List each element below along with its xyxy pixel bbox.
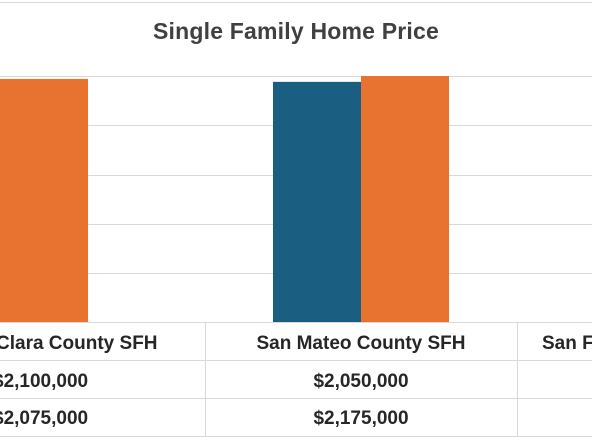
- table-header-cell: Clara County SFH: [0, 333, 158, 354]
- table-cell: $2,100,000: [0, 371, 88, 392]
- table-header-cell: San F: [542, 333, 592, 354]
- table-cell: $2,075,000: [0, 408, 88, 429]
- bar-series2-cat1: [0, 78, 88, 322]
- table-header-cell: San Mateo County SFH: [256, 333, 465, 354]
- bar-series1-cat2: [273, 81, 361, 322]
- chart-title: Single Family Home Price: [152, 18, 439, 44]
- bar-series2-cat2: [361, 76, 449, 322]
- table-cell: $2,050,000: [313, 371, 408, 392]
- data-table-lines: [0, 322, 592, 437]
- table-cell: $2,175,000: [313, 408, 408, 429]
- data-table-text: Clara County SFH San Mateo County SFH San …: [0, 333, 592, 429]
- bars: [0, 76, 449, 322]
